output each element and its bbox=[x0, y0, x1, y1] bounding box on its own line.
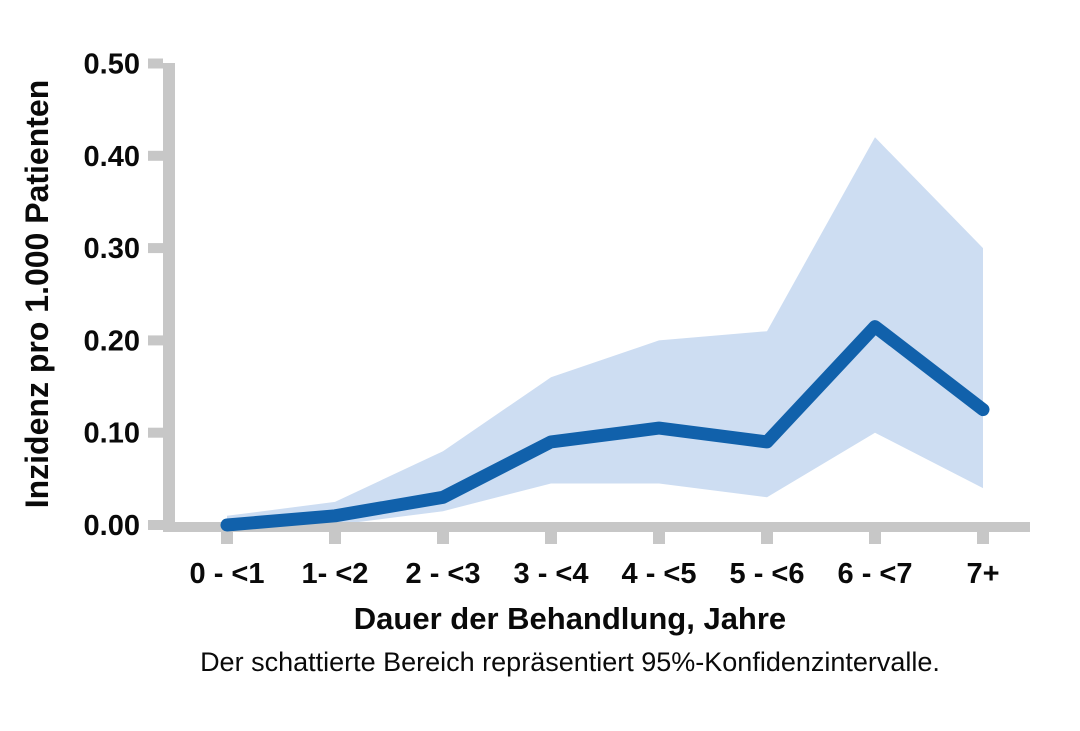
x-tick-mark bbox=[761, 532, 773, 544]
y-tick-label: 0.30 bbox=[84, 233, 140, 265]
x-tick-mark bbox=[329, 532, 341, 544]
x-tick-mark bbox=[437, 532, 449, 544]
y-tick-mark bbox=[148, 427, 163, 438]
x-tick-label: 4 - <5 bbox=[622, 558, 697, 590]
y-tick-label: 0.50 bbox=[84, 49, 140, 81]
x-tick-mark bbox=[869, 532, 881, 544]
y-axis-ticks: 0.00 0.10 0.20 0.30 0.40 0.50 bbox=[84, 49, 163, 542]
y-tick-mark bbox=[148, 58, 163, 69]
x-axis-line bbox=[163, 522, 1030, 532]
x-tick-label: 5 - <6 bbox=[730, 558, 805, 590]
x-tick-mark bbox=[653, 532, 665, 544]
y-tick-mark bbox=[148, 150, 163, 161]
confidence-band bbox=[227, 137, 983, 526]
x-tick-label: 1- <2 bbox=[302, 558, 369, 590]
x-tick-mark bbox=[221, 532, 233, 544]
y-tick-label: 0.20 bbox=[84, 325, 140, 357]
y-tick-mark bbox=[148, 520, 163, 530]
y-tick-mark bbox=[148, 335, 163, 346]
y-tick-mark bbox=[148, 243, 163, 254]
incidence-line bbox=[220, 320, 990, 532]
chart-caption: Der schattierte Bereich repräsentiert 95… bbox=[200, 647, 940, 677]
x-tick-mark bbox=[545, 532, 557, 544]
x-tick-label: 0 - <1 bbox=[190, 558, 265, 590]
y-tick-label: 0.00 bbox=[84, 510, 140, 542]
y-axis-title: Inzidenz pro 1.000 Patienten bbox=[19, 80, 55, 509]
y-tick-label: 0.40 bbox=[84, 141, 140, 173]
y-axis-line bbox=[163, 63, 175, 532]
y-tick-label: 0.10 bbox=[84, 418, 140, 450]
x-axis-title: Dauer der Behandlung, Jahre bbox=[354, 601, 786, 636]
x-tick-mark bbox=[977, 532, 989, 544]
x-tick-label: 3 - <4 bbox=[514, 558, 589, 590]
x-tick-label: 2 - <3 bbox=[406, 558, 481, 590]
x-tick-label: 6 - <7 bbox=[838, 558, 913, 590]
x-tick-label: 7+ bbox=[966, 558, 999, 590]
x-axis-ticks: 0 - <1 1- <2 2 - <3 3 - <4 4 - <5 5 - <6 6 - <… bbox=[190, 532, 1000, 590]
